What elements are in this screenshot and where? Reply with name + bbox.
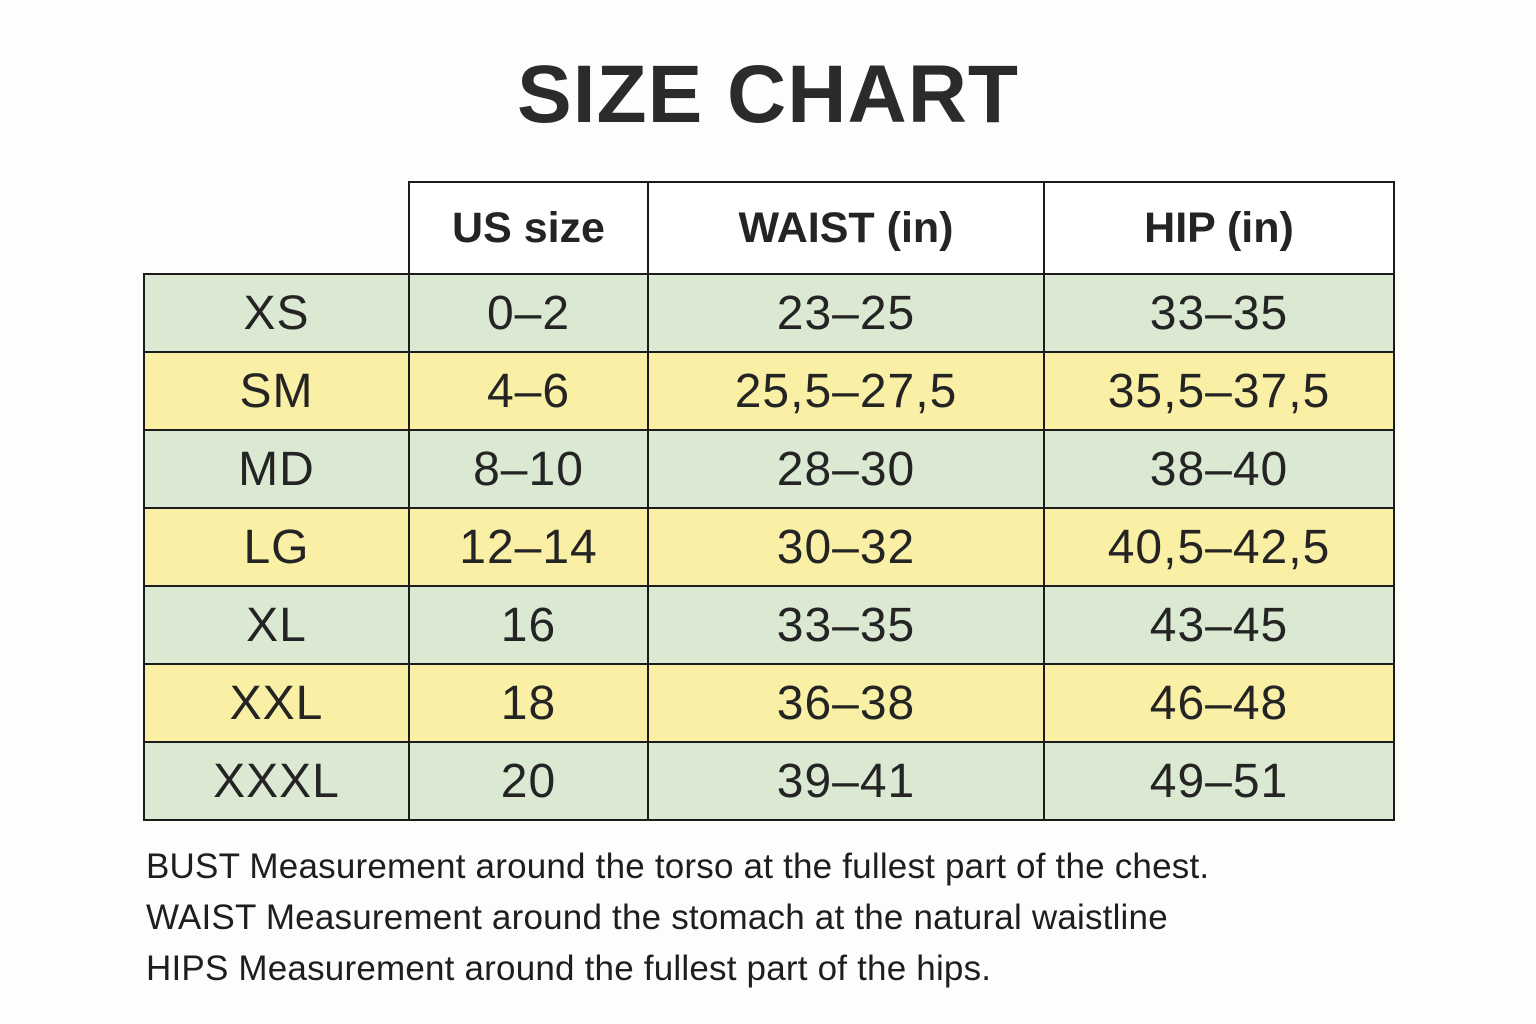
table-row-xl: XL 16 33–35 43–45 [143,585,1395,665]
size-label: XS [143,273,410,353]
note-waist: WAIST Measurement around the stomach at … [146,898,1168,937]
size-label: XXL [143,663,410,743]
us-size-value: 16 [408,585,649,665]
size-label: LG [143,507,410,587]
corner-cell [144,182,409,274]
hip-value: 43–45 [1043,585,1395,665]
us-size-value: 8–10 [408,429,649,509]
table-header-row: US size WAIST (in) HIP (in) [144,181,1395,275]
waist-value: 36–38 [647,663,1045,743]
table-row-md: MD 8–10 28–30 38–40 [143,429,1395,509]
size-label: XXXL [143,741,410,821]
us-size-value: 18 [408,663,649,743]
us-size-value: 12–14 [408,507,649,587]
page-title: SIZE CHART [517,49,1019,140]
hip-value: 33–35 [1043,273,1395,353]
waist-value: 28–30 [647,429,1045,509]
table-row-xs: XS 0–2 23–25 33–35 [143,273,1395,353]
hip-value: 46–48 [1043,663,1395,743]
table-row-xxl: XXL 18 36–38 46–48 [143,663,1395,743]
table-row-lg: LG 12–14 30–32 40,5–42,5 [143,507,1395,587]
column-header-waist: WAIST (in) [647,181,1045,275]
hip-value: 49–51 [1043,741,1395,821]
size-label: XL [143,585,410,665]
us-size-value: 0–2 [408,273,649,353]
measurement-notes: BUST Measurement around the torso at the… [146,841,1426,994]
waist-value: 39–41 [647,741,1045,821]
column-header-us-size: US size [408,181,649,275]
size-label: MD [143,429,410,509]
table-row-xxxl: XXXL 20 39–41 49–51 [143,741,1395,821]
us-size-value: 20 [408,741,649,821]
column-header-hip: HIP (in) [1043,181,1395,275]
note-bust: BUST Measurement around the torso at the… [146,847,1210,886]
us-size-value: 4–6 [408,351,649,431]
waist-value: 33–35 [647,585,1045,665]
note-hips: HIPS Measurement around the fullest part… [146,949,992,988]
table-row-sm: SM 4–6 25,5–27,5 35,5–37,5 [143,351,1395,431]
hip-value: 38–40 [1043,429,1395,509]
hip-value: 40,5–42,5 [1043,507,1395,587]
size-chart-table: US size WAIST (in) HIP (in) XS 0–2 23–25… [143,181,1395,821]
waist-value: 25,5–27,5 [647,351,1045,431]
hip-value: 35,5–37,5 [1043,351,1395,431]
size-label: SM [143,351,410,431]
waist-value: 30–32 [647,507,1045,587]
waist-value: 23–25 [647,273,1045,353]
